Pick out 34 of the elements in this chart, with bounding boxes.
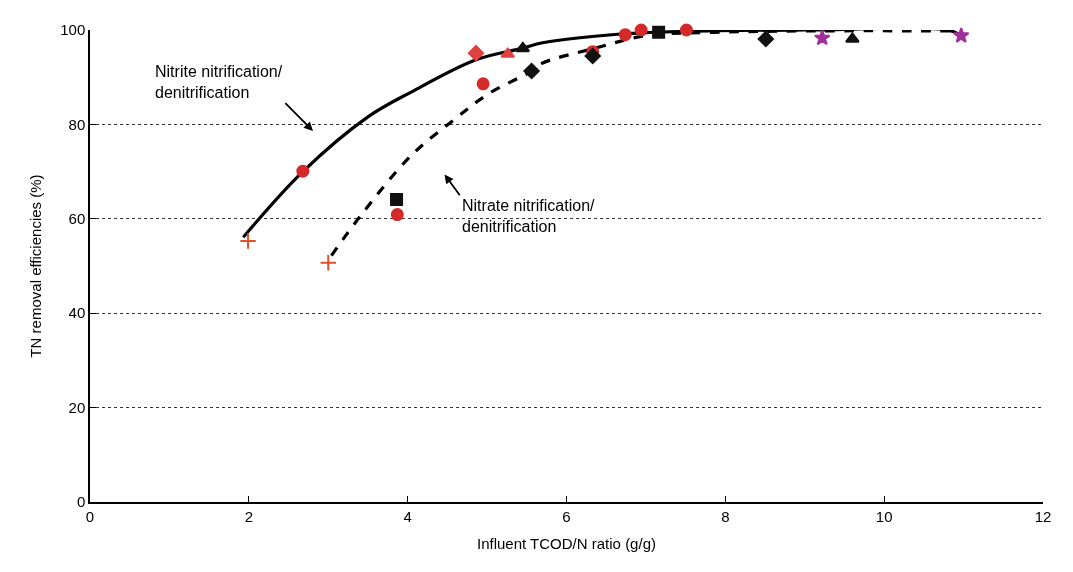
point	[952, 26, 970, 43]
point	[390, 192, 404, 206]
point	[239, 232, 257, 250]
annotation: Nitrate nitrification/ denitrification	[462, 197, 596, 235]
point	[652, 25, 666, 39]
y-tick-label: 60	[68, 210, 86, 228]
point	[515, 41, 531, 53]
point	[523, 62, 540, 80]
y-tick-label: 0	[76, 493, 86, 511]
point	[476, 77, 490, 91]
x-tick-label: 10	[875, 507, 893, 525]
x-tick-label: 4	[403, 507, 412, 525]
y-tick-label: 100	[60, 21, 86, 39]
point	[845, 32, 860, 43]
y-tick-label: 20	[68, 398, 86, 416]
y-tick-label: 80	[68, 115, 86, 133]
y-tick-label: 40	[68, 304, 86, 322]
point	[757, 30, 774, 48]
x-tick-label: 2	[244, 507, 253, 525]
point	[634, 23, 648, 37]
annotation: Nitrite nitrification/ denitrification	[155, 63, 283, 101]
y-axis-title: TN removal efficiencies (%)	[26, 174, 44, 358]
x-tick-label: 8	[721, 507, 730, 525]
point	[467, 44, 485, 62]
x-tick-label: 12	[1034, 507, 1052, 525]
point	[319, 254, 337, 272]
point	[679, 23, 693, 37]
point	[390, 208, 404, 222]
x-axis-title: Influent TCOD/N ratio (g/g)	[477, 535, 656, 553]
point	[813, 29, 831, 46]
x-tick-label: 6	[562, 507, 571, 525]
point	[618, 28, 632, 42]
point	[584, 47, 601, 65]
point	[296, 164, 310, 178]
